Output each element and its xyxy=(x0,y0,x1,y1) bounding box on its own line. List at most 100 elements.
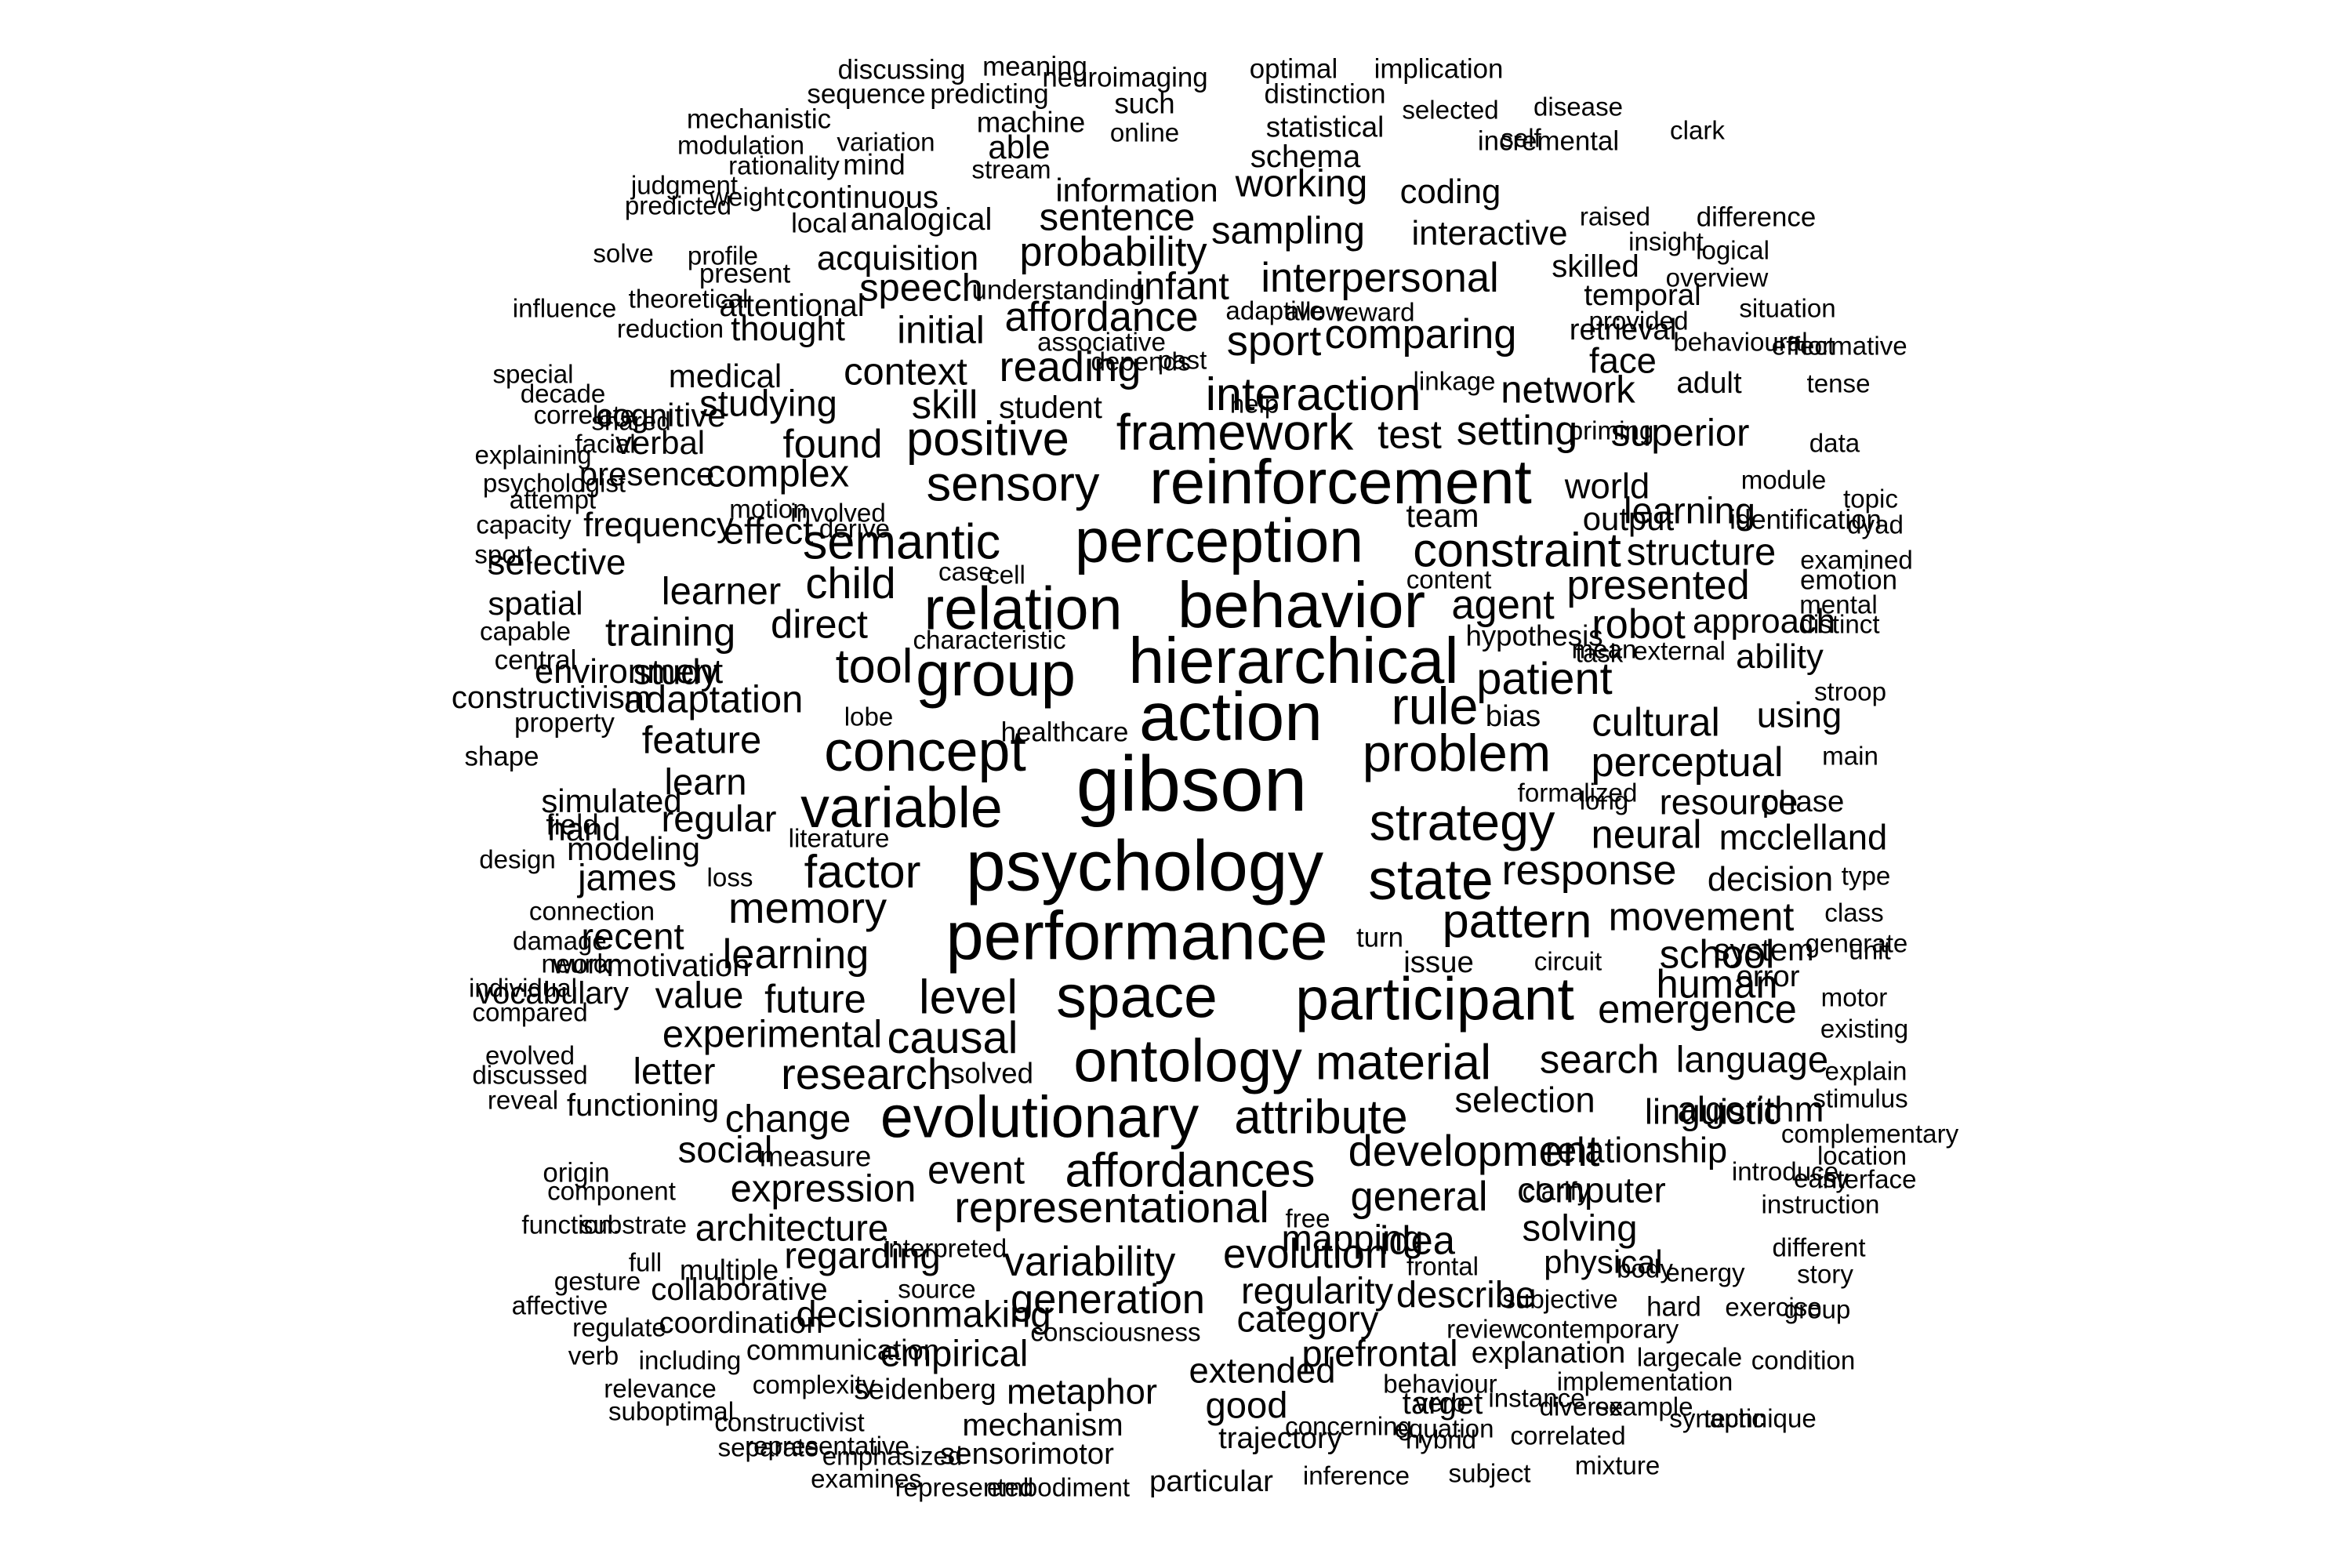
cloud-word: frequency xyxy=(583,506,734,545)
cloud-word: implementation xyxy=(1556,1367,1733,1397)
cloud-word: linguistic xyxy=(1644,1091,1782,1132)
cloud-word: shared xyxy=(591,407,671,437)
cloud-word: mean xyxy=(1571,635,1637,665)
cloud-word: language xyxy=(1675,1039,1829,1081)
cloud-word: simulated xyxy=(541,782,682,820)
cloud-word: architecture xyxy=(695,1207,889,1250)
cloud-word: functioning xyxy=(566,1087,720,1123)
cloud-word: sensory xyxy=(926,456,1100,512)
cloud-word: development xyxy=(1348,1126,1600,1175)
cloud-word: analogical xyxy=(850,201,993,237)
cloud-word: level xyxy=(918,970,1018,1024)
cloud-word: thought xyxy=(731,310,845,349)
cloud-word: studying xyxy=(699,383,837,425)
cloud-word: incremental xyxy=(1477,125,1620,157)
cloud-word: example xyxy=(1595,1392,1693,1422)
cloud-word: space xyxy=(1056,963,1218,1031)
cloud-word: agent xyxy=(1451,581,1555,628)
cloud-word: judgment xyxy=(630,171,739,201)
cloud-word: probability xyxy=(1019,228,1207,275)
cloud-word: ontology xyxy=(1073,1027,1302,1095)
cloud-word: review xyxy=(1446,1315,1522,1345)
cloud-word: characteristic xyxy=(913,626,1066,655)
cloud-word: behavioural xyxy=(1673,328,1808,358)
cloud-word: seidenberg xyxy=(854,1373,996,1406)
cloud-word: psychologist xyxy=(482,469,626,499)
cloud-word: examines xyxy=(811,1465,922,1494)
cloud-word: data xyxy=(1809,429,1860,459)
cloud-word: metaphor xyxy=(1007,1371,1157,1412)
cloud-word: adaptive xyxy=(1225,296,1324,326)
cloud-word: neuron xyxy=(541,949,622,979)
cloud-word: state xyxy=(1368,847,1494,913)
cloud-word: infant xyxy=(1135,265,1229,308)
cloud-word: skilled xyxy=(1552,248,1639,284)
cloud-word: cognitive xyxy=(596,397,726,434)
cloud-word: selective xyxy=(487,542,626,583)
cloud-word: function. xyxy=(521,1210,620,1240)
cloud-word: implication xyxy=(1374,53,1504,85)
cloud-word: task xyxy=(1575,639,1624,669)
cloud-word: emotion xyxy=(1799,564,1898,596)
cloud-word: hand xyxy=(547,811,621,848)
cloud-word: discussed xyxy=(472,1061,588,1091)
cloud-word: existing xyxy=(1820,1014,1909,1044)
cloud-word: setting xyxy=(1456,407,1578,454)
cloud-word: evolution xyxy=(1222,1230,1388,1277)
cloud-word: able xyxy=(988,129,1051,166)
cloud-word: framework xyxy=(1116,403,1354,461)
cloud-word: priming xyxy=(1568,416,1654,446)
cloud-word: provided xyxy=(1588,307,1689,336)
cloud-word: structure xyxy=(1626,531,1777,574)
cloud-word: robot xyxy=(1592,601,1686,648)
cloud-word: psychology xyxy=(965,826,1324,906)
cloud-word: constructivist xyxy=(714,1408,865,1438)
cloud-word: introduce xyxy=(1731,1157,1839,1187)
cloud-word: recent xyxy=(581,916,684,958)
cloud-word: machine xyxy=(976,106,1086,139)
cloud-word: environment xyxy=(534,652,724,691)
cloud-word: solving xyxy=(1522,1207,1638,1250)
cloud-word: turn xyxy=(1356,922,1404,953)
cloud-word: skill xyxy=(911,382,978,427)
cloud-word: special xyxy=(492,360,574,390)
cloud-word: inference xyxy=(1302,1461,1410,1491)
cloud-word: general xyxy=(1350,1173,1488,1220)
cloud-word: variability xyxy=(1004,1238,1176,1285)
cloud-word: influence xyxy=(512,294,617,324)
cloud-word: context xyxy=(844,350,967,394)
cloud-word: affective xyxy=(511,1291,608,1321)
cloud-word: complementary xyxy=(1780,1120,1959,1149)
cloud-word: student xyxy=(999,389,1102,425)
cloud-word: generation xyxy=(1011,1276,1205,1323)
cloud-word: sport xyxy=(474,540,532,570)
cloud-word: feature xyxy=(641,719,762,762)
cloud-word: sport xyxy=(1226,317,1322,365)
cloud-word: content xyxy=(1406,565,1492,595)
cloud-word: such xyxy=(1114,87,1175,120)
cloud-word: solved xyxy=(950,1057,1033,1090)
cloud-word: identification xyxy=(1730,504,1882,535)
cloud-word: contemporary xyxy=(1519,1315,1679,1345)
cloud-word: damage xyxy=(513,927,607,956)
cloud-word: including xyxy=(638,1346,742,1376)
cloud-word: verb xyxy=(568,1341,619,1371)
cloud-word: value xyxy=(655,975,744,1017)
cloud-word: regulate xyxy=(572,1313,666,1343)
cloud-word: tense xyxy=(1806,369,1871,399)
cloud-word: movement xyxy=(1608,894,1795,939)
cloud-word: phase xyxy=(1762,784,1845,818)
cloud-word: type xyxy=(1841,862,1891,891)
cloud-word: linkage xyxy=(1413,367,1496,397)
cloud-word: reveal xyxy=(487,1086,559,1116)
cloud-word: hierarchical xyxy=(1128,624,1459,697)
cloud-word: weight xyxy=(710,183,785,212)
cloud-word: vocabulary xyxy=(476,975,630,1011)
cloud-word: regular xyxy=(661,798,777,840)
cloud-word: using xyxy=(1756,695,1842,735)
cloud-word: schema xyxy=(1250,138,1361,174)
cloud-word: action xyxy=(1139,678,1323,756)
cloud-word: interface xyxy=(1817,1165,1917,1195)
cloud-word: main xyxy=(1822,742,1878,771)
cloud-word: reading xyxy=(999,343,1142,390)
